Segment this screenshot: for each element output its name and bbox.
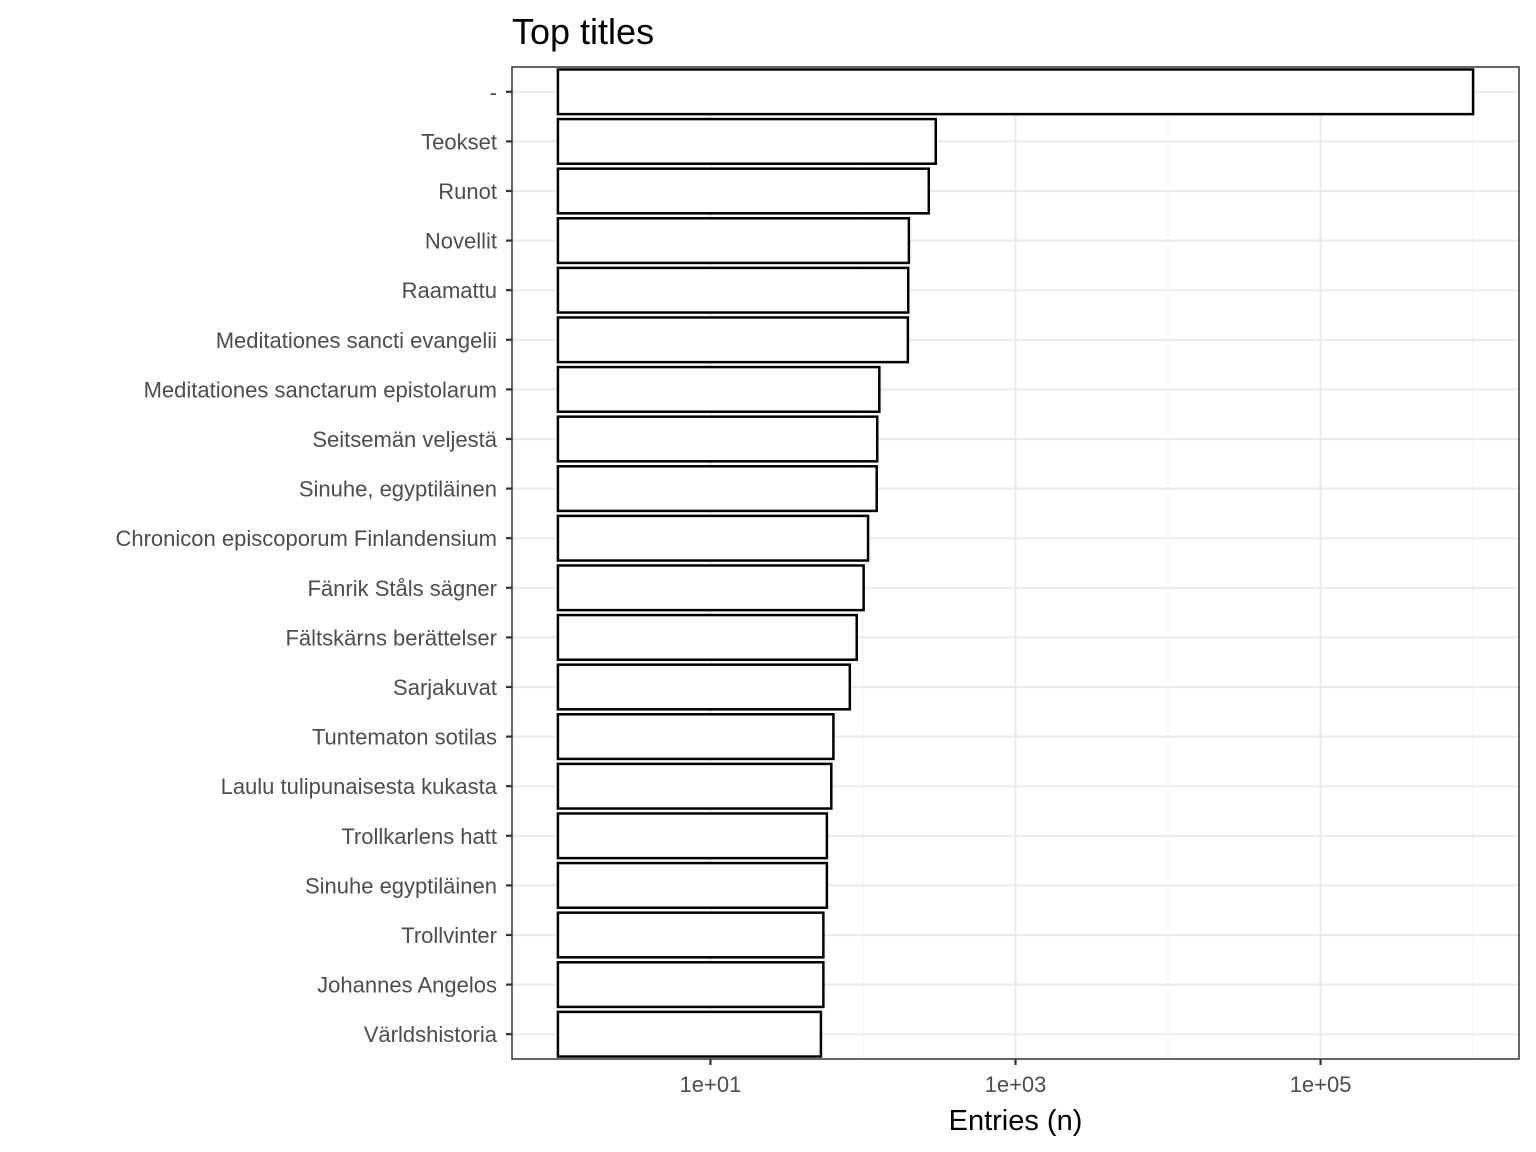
grid-layer [512, 67, 1519, 1059]
y-tick-label: Teokset [421, 129, 497, 154]
bar [556, 762, 833, 810]
y-tick-label: Tuntematon sotilas [312, 725, 497, 750]
bars-layer [556, 68, 1475, 1058]
chart-title: Top titles [512, 11, 654, 52]
bar [556, 217, 911, 265]
y-tick-label: Chronicon episcoporum Finlandensium [115, 526, 497, 551]
y-tick-label: Runot [438, 179, 497, 204]
bar [556, 663, 852, 711]
bar [556, 167, 931, 215]
x-axis-title: Entries (n) [949, 1105, 1083, 1137]
y-tick-label: Novellit [425, 229, 497, 254]
y-tick-label: Seitsemän veljestä [312, 427, 497, 452]
y-tick-label: Laulu tulipunaisesta kukasta [221, 774, 498, 799]
x-tick-label: 1e+03 [985, 1072, 1047, 1097]
bar [556, 713, 835, 761]
bar [556, 961, 825, 1009]
bar [556, 1010, 823, 1058]
y-tick-label: Trollkarlens hatt [341, 824, 497, 849]
y-tick-label: Trollvinter [401, 923, 497, 948]
y-tick-label: Fältskärns berättelser [285, 625, 497, 650]
y-tick-label: Sinuhe egyptiläinen [305, 873, 497, 898]
y-tick-label: Johannes Angelos [317, 973, 497, 998]
bar [556, 316, 910, 364]
bar [556, 266, 910, 314]
y-tick-label: - [490, 80, 497, 105]
y-tick-label: Sarjakuvat [393, 675, 497, 700]
bar [556, 365, 881, 413]
x-tick-label: 1e+05 [1290, 1072, 1352, 1097]
bar [556, 564, 865, 612]
y-tick-label: Meditationes sanctarum epistolarum [144, 377, 497, 402]
bar [556, 861, 829, 909]
y-tick-label: Sinuhe, egyptiläinen [299, 477, 497, 502]
bar [556, 514, 870, 562]
x-axis: 1e+01 1e+03 1e+05 [680, 1059, 1352, 1097]
bar [556, 613, 858, 661]
y-tick-label: Raamattu [402, 278, 497, 303]
bar [556, 911, 825, 959]
bar [556, 465, 878, 513]
y-tick-label: Meditationes sancti evangelii [216, 328, 497, 353]
bar [556, 117, 937, 165]
bar [556, 68, 1475, 116]
x-tick-label: 1e+01 [680, 1072, 742, 1097]
bar [556, 415, 879, 463]
bar [556, 812, 829, 860]
y-tick-label: Världshistoria [364, 1022, 498, 1047]
y-axis: - Teokset Runot Novellit Raamattu Meditatione… [115, 80, 512, 1047]
y-tick-label: Fänrik Ståls sägner [307, 576, 497, 601]
